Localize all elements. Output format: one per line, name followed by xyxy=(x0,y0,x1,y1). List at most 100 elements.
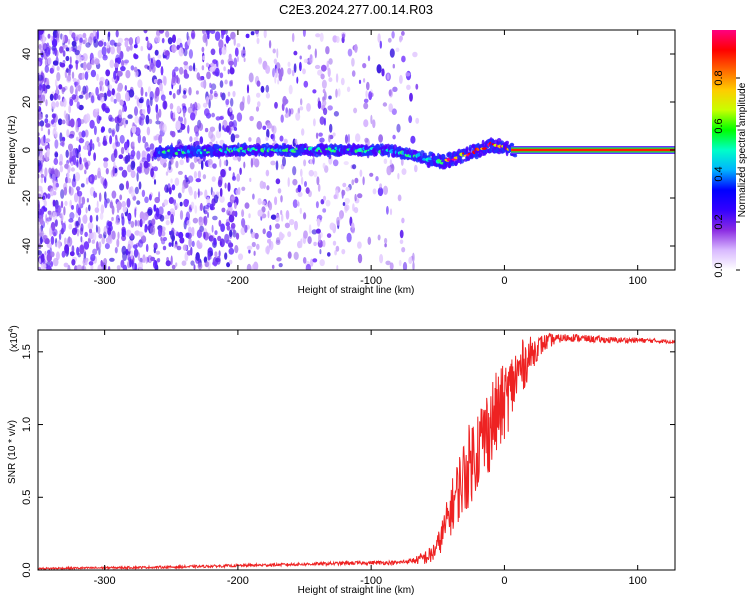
heatmap-noise-cell xyxy=(71,245,75,254)
heatmap-noise-cell xyxy=(96,241,99,251)
heatmap-noise-cell xyxy=(97,142,101,147)
heatmap-noise-cell xyxy=(179,201,183,207)
heatmap-noise-cell xyxy=(191,240,195,247)
heatmap-noise-cell xyxy=(282,156,286,167)
heatmap-noise-cell xyxy=(60,189,65,199)
heatmap-noise-cell xyxy=(354,43,358,53)
heatmap-noise-cell xyxy=(220,59,225,65)
heatmap-noise-cell xyxy=(201,160,204,170)
heatmap-y-tick-label: 0 xyxy=(21,147,33,153)
heatmap-ridge-peak xyxy=(451,158,458,161)
heatmap-noise-cell xyxy=(304,181,307,187)
heatmap-noise-cell xyxy=(315,201,319,209)
heatmap-noise-cell xyxy=(162,245,167,251)
heatmap-noise-cell xyxy=(261,200,266,206)
heatmap-noise-cell xyxy=(344,204,350,211)
heatmap-noise-cell xyxy=(80,183,85,188)
heatmap-noise-cell xyxy=(214,93,218,97)
heatmap-noise-cell xyxy=(175,120,181,131)
heatmap-noise-cell xyxy=(146,126,151,136)
heatmap-noise-cell xyxy=(120,146,125,155)
heatmap-noise-cell xyxy=(83,214,88,224)
heatmap-noise-cell xyxy=(308,224,312,235)
heatmap-noise-cell xyxy=(155,120,161,125)
heatmap-noise-cell xyxy=(149,96,153,107)
heatmap-noise-cell xyxy=(151,156,154,162)
heatmap-noise-cell xyxy=(397,173,400,180)
heatmap-noise-cell xyxy=(121,216,125,226)
heatmap-noise-cell xyxy=(122,206,128,213)
heatmap-noise-cell xyxy=(164,214,170,220)
heatmap-noise-cell xyxy=(51,119,55,125)
heatmap-noise-cell xyxy=(278,263,283,268)
heatmap-noise-cell xyxy=(69,150,73,160)
heatmap-noise-cell xyxy=(143,160,149,169)
heatmap-noise-cell xyxy=(367,236,372,245)
heatmap-noise-cell xyxy=(204,189,208,199)
heatmap-noise-cell xyxy=(337,88,341,97)
heatmap-noise-cell xyxy=(74,49,80,56)
snr-x-axis-label: Height of straight line (km) xyxy=(298,585,415,596)
heatmap-noise-cell xyxy=(227,201,233,208)
heatmap-noise-cell xyxy=(58,161,63,166)
heatmap-noise-cell xyxy=(158,206,164,216)
heatmap-y-tick-label: -20 xyxy=(21,190,33,206)
heatmap-noise-cell xyxy=(171,264,176,270)
heatmap-noise-cell xyxy=(279,135,284,142)
heatmap-noise-cell xyxy=(215,130,222,139)
heatmap-noise-cell xyxy=(142,254,146,263)
heatmap-noise-cell xyxy=(343,161,349,166)
heatmap-noise-cell xyxy=(327,105,333,111)
heatmap-noise-cell xyxy=(70,118,75,128)
heatmap-x-axis: -300 -200 -100 0 100 xyxy=(94,30,647,287)
heatmap-noise-cell xyxy=(176,44,180,50)
heatmap-noise-cell xyxy=(80,245,84,250)
heatmap-noise-cell xyxy=(118,166,124,171)
heatmap-noise-cell xyxy=(122,251,128,262)
heatmap-noise-cell xyxy=(188,226,192,234)
heatmap-noise-cell xyxy=(98,241,102,249)
heatmap-noise-cell xyxy=(127,214,131,220)
heatmap-noise-cell xyxy=(76,159,79,168)
heatmap-noise-cell xyxy=(213,237,217,246)
heatmap-noise-cell xyxy=(125,154,129,164)
heatmap-noise-cell xyxy=(40,126,44,132)
heatmap-noise-cell xyxy=(229,106,232,113)
heatmap-noise-cell xyxy=(84,71,89,81)
heatmap-noise-cell xyxy=(91,239,96,244)
heatmap-noise-cell xyxy=(84,169,87,175)
heatmap-noise-cell xyxy=(83,157,87,163)
heatmap-noise-cell xyxy=(278,71,283,82)
heatmap-noise-cell xyxy=(72,148,78,158)
heatmap-noise-cell xyxy=(226,225,231,231)
heatmap-noise-cell xyxy=(265,65,271,74)
heatmap-noise-cell xyxy=(272,125,277,134)
heatmap-noise-cell xyxy=(53,92,59,101)
heatmap-ridge-cell xyxy=(459,155,463,161)
heatmap-noise-cell xyxy=(225,125,230,133)
heatmap-noise-cell xyxy=(268,40,272,49)
heatmap-noise-cell xyxy=(236,173,241,182)
heatmap-noise-cell xyxy=(221,207,226,213)
heatmap-noise-cell xyxy=(410,135,416,144)
heatmap-noise-cell xyxy=(323,91,327,101)
heatmap-noise-cell xyxy=(165,220,170,226)
heatmap-noise-cell xyxy=(67,38,71,45)
heatmap-y-tick-label: 20 xyxy=(21,96,33,108)
heatmap-noise-cell xyxy=(121,59,125,67)
heatmap-noise-cell xyxy=(303,58,309,64)
heatmap-noise-cell xyxy=(252,193,255,200)
heatmap-ridge-cell xyxy=(450,161,456,167)
heatmap-noise-cell xyxy=(181,185,185,194)
heatmap-noise-cell xyxy=(76,264,83,270)
heatmap-noise-cell xyxy=(71,71,75,79)
heatmap-noise-cell xyxy=(322,89,326,94)
heatmap-noise-cell xyxy=(319,32,324,42)
heatmap-noise-cell xyxy=(379,40,382,49)
heatmap-noise-cell xyxy=(49,67,54,74)
heatmap-noise-cell xyxy=(188,49,193,59)
heatmap-noise-cell xyxy=(193,264,196,270)
heatmap-ridge-cell xyxy=(389,144,395,151)
heatmap-noise-cell xyxy=(81,130,86,138)
heatmap-noise-cell xyxy=(297,191,303,197)
